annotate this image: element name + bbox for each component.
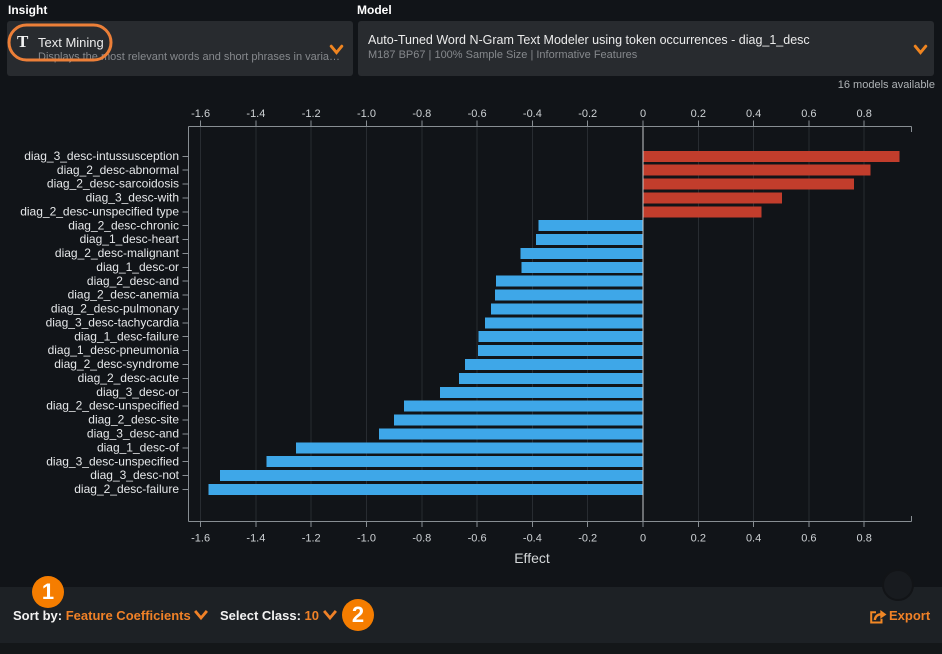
svg-text:-0.6: -0.6 [468,108,487,120]
svg-text:-0.2: -0.2 [578,533,597,545]
svg-text:diag_3_desc-and: diag_3_desc-and [87,427,179,441]
svg-text:diag_2_desc-acute: diag_2_desc-acute [78,371,180,385]
svg-text:diag_3_desc-intussusception: diag_3_desc-intussusception [24,149,179,163]
svg-text:-0.4: -0.4 [523,108,542,120]
svg-text:diag_1_desc-failure: diag_1_desc-failure [74,329,179,343]
svg-text:diag_2_desc-sarcoidosis: diag_2_desc-sarcoidosis [47,177,179,191]
svg-text:0.8: 0.8 [857,533,872,545]
svg-text:diag_2_desc-anemia: diag_2_desc-anemia [68,288,180,302]
svg-text:diag_3_desc-not: diag_3_desc-not [90,468,179,482]
svg-text:diag_3_desc-or: diag_3_desc-or [96,385,179,399]
svg-text:-0.2: -0.2 [578,108,597,120]
svg-text:diag_1_desc-heart: diag_1_desc-heart [80,232,180,246]
svg-text:diag_2_desc-syndrome: diag_2_desc-syndrome [54,357,179,371]
svg-text:0.2: 0.2 [691,533,706,545]
svg-text:-1.0: -1.0 [357,108,376,120]
svg-text:diag_2_desc-malignant: diag_2_desc-malignant [55,246,180,260]
svg-text:diag_3_desc-unspecified: diag_3_desc-unspecified [46,454,179,468]
svg-text:diag_2_desc-pulmonary: diag_2_desc-pulmonary [51,302,179,316]
svg-text:-0.6: -0.6 [468,533,487,545]
svg-text:0.4: 0.4 [746,108,761,120]
svg-text:-0.8: -0.8 [412,108,431,120]
svg-text:0.4: 0.4 [746,533,761,545]
svg-text:-1.6: -1.6 [191,533,210,545]
svg-text:Effect: Effect [514,550,550,566]
svg-text:0.8: 0.8 [857,108,872,120]
svg-text:diag_2_desc-chronic: diag_2_desc-chronic [68,218,179,232]
svg-text:diag_2_desc-unspecified: diag_2_desc-unspecified [46,399,179,413]
svg-text:-0.8: -0.8 [412,533,431,545]
svg-text:0: 0 [640,533,646,545]
svg-text:0: 0 [640,108,646,120]
svg-text:diag_2_desc-and: diag_2_desc-and [87,274,179,288]
svg-text:diag_2_desc-failure: diag_2_desc-failure [74,482,179,496]
svg-text:diag_1_desc-or: diag_1_desc-or [96,260,179,274]
svg-text:-0.4: -0.4 [523,533,542,545]
svg-text:diag_3_desc-tachycardia: diag_3_desc-tachycardia [46,315,180,329]
svg-text:-1.2: -1.2 [302,533,321,545]
svg-text:diag_2_desc-site: diag_2_desc-site [88,413,179,427]
svg-text:-1.2: -1.2 [302,108,321,120]
svg-text:diag_3_desc-with: diag_3_desc-with [86,191,179,205]
svg-text:0.6: 0.6 [801,108,816,120]
svg-text:-1.4: -1.4 [246,533,265,545]
svg-text:diag_2_desc-unspecified type: diag_2_desc-unspecified type [20,204,179,218]
svg-text:-1.0: -1.0 [357,533,376,545]
svg-text:diag_2_desc-abnormal: diag_2_desc-abnormal [57,163,179,177]
svg-text:-1.6: -1.6 [191,108,210,120]
svg-text:-1.4: -1.4 [246,108,265,120]
svg-text:0.6: 0.6 [801,533,816,545]
svg-text:diag_1_desc-pneumonia: diag_1_desc-pneumonia [48,343,180,357]
svg-text:diag_1_desc-of: diag_1_desc-of [97,440,180,454]
svg-text:0.2: 0.2 [691,108,706,120]
